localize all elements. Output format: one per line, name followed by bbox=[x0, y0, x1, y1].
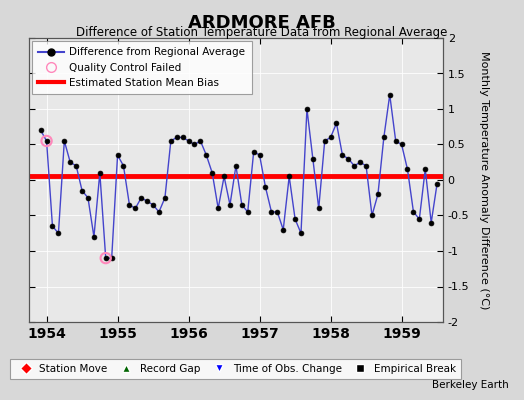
Text: Berkeley Earth: Berkeley Earth bbox=[432, 380, 508, 390]
Text: ARDMORE AFB: ARDMORE AFB bbox=[188, 14, 336, 32]
Y-axis label: Monthly Temperature Anomaly Difference (°C): Monthly Temperature Anomaly Difference (… bbox=[479, 51, 489, 309]
Legend: Station Move, Record Gap, Time of Obs. Change, Empirical Break: Station Move, Record Gap, Time of Obs. C… bbox=[10, 359, 461, 379]
Point bbox=[42, 138, 51, 144]
Text: Difference of Station Temperature Data from Regional Average: Difference of Station Temperature Data f… bbox=[77, 26, 447, 39]
Point bbox=[102, 255, 110, 261]
